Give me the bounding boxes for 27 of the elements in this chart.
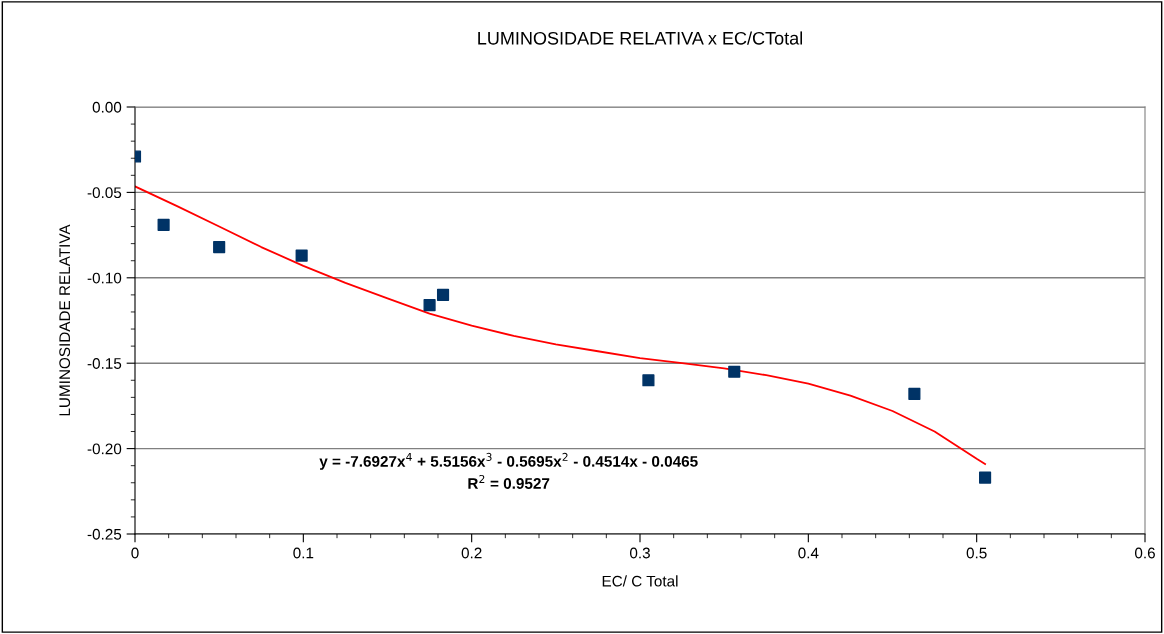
chart-title: LUMINOSIDADE RELATIVA x EC/CTotal <box>478 31 803 45</box>
x-tick-label: 0.6 <box>1134 547 1155 559</box>
point <box>642 374 655 387</box>
point <box>728 365 741 378</box>
point <box>979 471 992 484</box>
annotation: R$^{2}$ = 0.9527 <box>468 474 550 489</box>
point <box>908 387 921 401</box>
y-tick-label: 0.00 <box>92 101 122 113</box>
point <box>436 288 450 301</box>
y-tick-label: -0.10 <box>87 272 122 284</box>
x-tick-label: 0 <box>131 547 139 559</box>
y-tick-label: -0.15 <box>87 358 122 369</box>
y-tick-label: -0.25 <box>87 528 122 540</box>
point <box>423 299 436 312</box>
x-tick-label: 0.5 <box>966 547 987 559</box>
x-tick-label: 0.2 <box>461 547 482 559</box>
y-tick-label: -0.20 <box>87 443 122 455</box>
point <box>295 249 308 262</box>
y-tick-label: -0.05 <box>87 187 122 199</box>
x-tick-label: 0.4 <box>798 547 819 559</box>
y-axis-title: LUMINOSIDADE RELATIVA <box>59 224 71 416</box>
x-tick-label: 0.3 <box>629 547 650 559</box>
x-axis-title: EC/ C Total <box>602 575 678 587</box>
point <box>157 218 170 231</box>
point <box>213 240 226 254</box>
annotation: y = -7.6927x$^{4}$ + 5.5156x$^{3}$ - 0.5695x$^{2}$ - 0.4514x - 0.0465 <box>319 452 698 470</box>
x-tick-label: 0.1 <box>293 547 314 559</box>
